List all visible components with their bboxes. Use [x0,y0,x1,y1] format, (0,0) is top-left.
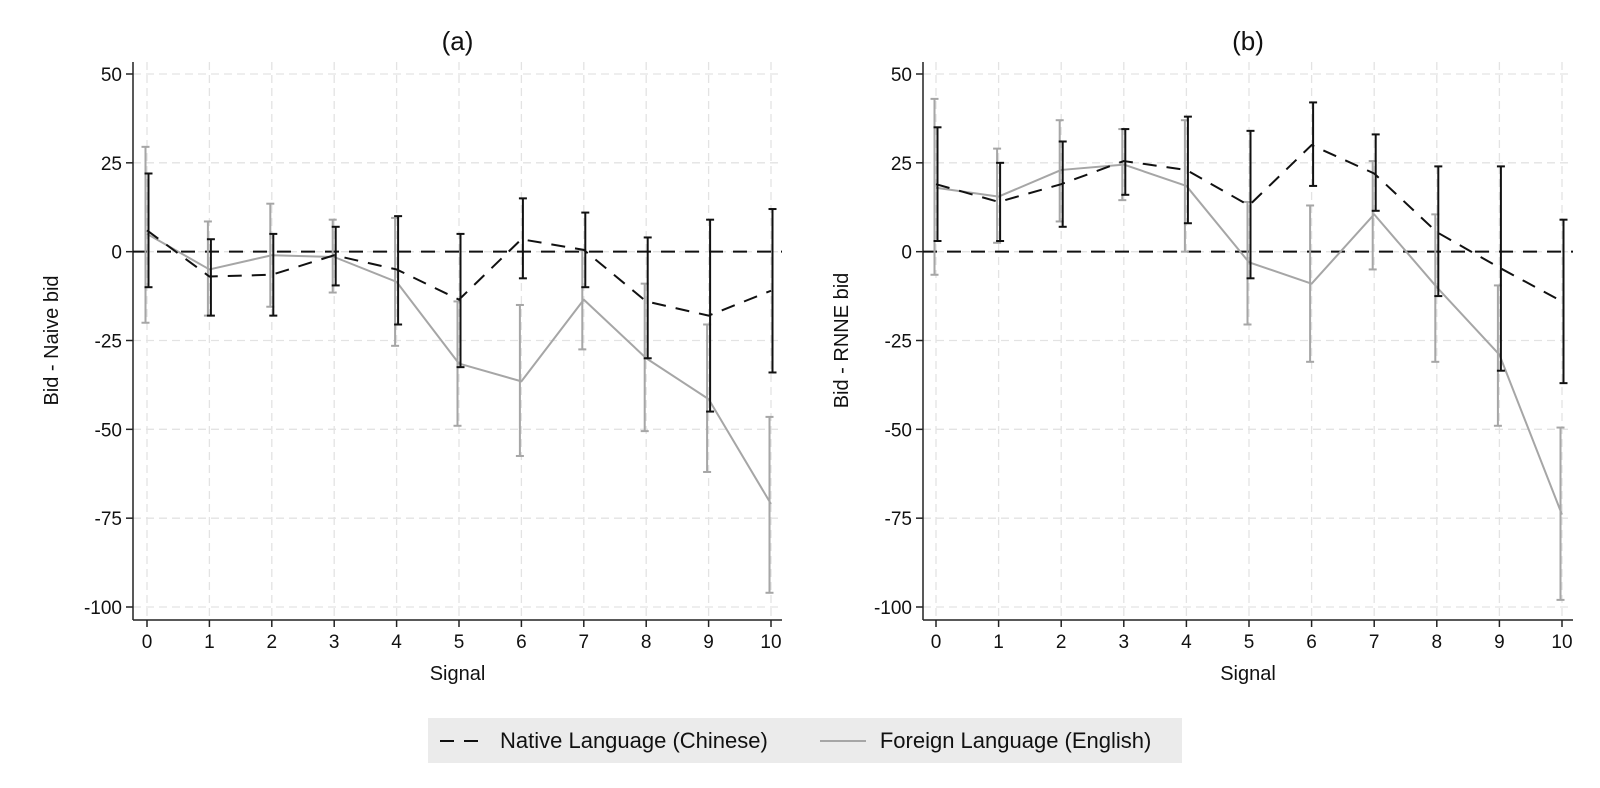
data-point [935,183,937,185]
data-point [1311,283,1313,285]
legend: Native Language (Chinese) Foreign Langua… [428,718,1182,763]
data-point [583,299,585,301]
x-tick-label: 5 [454,632,465,653]
x-tick-label: 7 [1369,632,1380,653]
data-point [583,249,585,251]
series-foreign [141,145,774,594]
x-tick-label: 7 [579,632,590,653]
data-point [520,238,522,240]
y-axis-label: Bid - Naive bid [41,275,63,405]
data-point [1561,514,1563,516]
y-tick-label: 0 [111,243,122,264]
data-point [1248,204,1250,206]
x-tick-label: 4 [391,632,402,653]
x-axis-label: Signal [1220,663,1276,685]
y-tick-label: -100 [84,598,122,619]
y-tick-label: -25 [95,332,122,353]
legend-solid-line-icon [819,739,866,742]
x-tick-label: 4 [1181,632,1192,653]
x-axis-label: Signal [430,663,486,685]
data-point [520,380,522,382]
chart-panel-b: 50 25 0 -25 -50 -75 -100 0 1 2 3 4 5 6 7 8 9 10 (b) Signal B… [831,26,1573,685]
data-point [1123,160,1125,162]
series-native [144,172,777,413]
data-point [1498,267,1500,269]
y-axis-label: Bid - RNNE bid [831,273,853,409]
legend-label-foreign: Foreign Language (English) [879,727,1152,753]
x-tick-label: 3 [329,632,340,653]
data-point [770,290,772,292]
legend-dashed-line-icon [440,739,486,742]
data-point [770,503,772,505]
data-point [1060,183,1062,185]
x-tick-label: 9 [703,632,714,653]
data-point [146,229,148,231]
data-point [1373,172,1375,174]
x-tick-label: 8 [641,632,652,653]
chart-panel-a: 50 25 0 -25 -50 -75 -100 0 1 2 3 4 5 6 7 8 9 10 (a) Signal B… [41,26,782,685]
y-tick-label: 50 [891,65,912,86]
series-native [933,101,1568,385]
data-point [1373,213,1375,215]
series-line [935,163,1563,515]
x-tick-label: 1 [993,632,1004,653]
series-line [146,233,772,505]
series-line [935,144,1563,303]
x-tick-label: 3 [1119,632,1130,653]
x-tick-label: 0 [142,632,153,653]
x-tick-label: 2 [267,632,278,653]
data-point [333,254,335,256]
legend-item-native: Native Language (Chinese) [440,728,768,754]
y-tick-label: 50 [101,65,122,86]
legend-label-native: Native Language (Chinese) [500,727,768,753]
data-point [708,315,710,317]
x-tick-label: 6 [1306,632,1317,653]
x-tick-label: 1 [204,632,215,653]
y-tick-label: -75 [95,509,122,530]
x-tick-label: 0 [931,632,942,653]
data-point [396,268,398,270]
x-tick-label: 10 [760,632,781,653]
x-tick-label: 10 [1551,632,1572,653]
data-point [271,274,273,276]
x-tick-label: 6 [516,632,527,653]
data-point [998,201,1000,203]
series-line [146,229,772,317]
chart-title: (a) [442,26,474,56]
y-tick-label: 0 [901,243,912,264]
data-point [1185,169,1187,171]
data-point [1311,144,1313,146]
x-tick-label: 8 [1432,632,1443,653]
y-tick-label: 25 [891,154,912,175]
y-tick-label: -25 [885,332,912,353]
y-tick-label: -50 [885,420,912,441]
series-foreign [930,97,1565,601]
data-point [1561,300,1563,302]
x-tick-label: 5 [1244,632,1255,653]
legend-item-foreign: Foreign Language (English) [819,727,1152,754]
x-tick-label: 2 [1056,632,1067,653]
y-tick-label: -75 [885,509,912,530]
data-point [645,300,647,302]
y-tick-label: 25 [101,154,122,175]
chart-title: (b) [1232,26,1264,56]
x-tick-label: 9 [1494,632,1505,653]
data-point [1436,231,1438,233]
y-tick-label: -100 [874,598,912,619]
data-point [208,276,210,278]
y-tick-label: -50 [95,420,122,441]
data-point [458,299,460,301]
